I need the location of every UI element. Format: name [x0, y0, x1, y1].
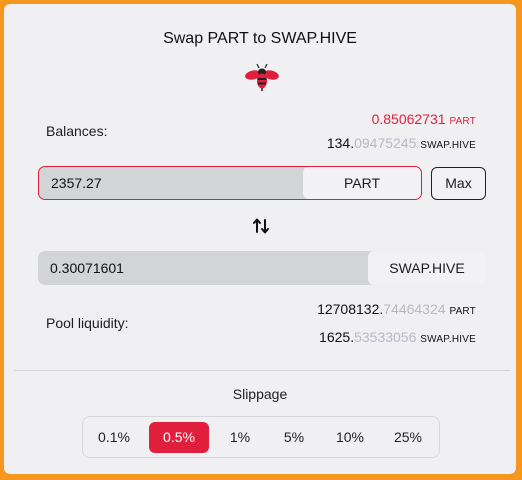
divider [14, 370, 510, 371]
hive-bee-logo [245, 63, 279, 91]
pool-swap-hive-unit: SWAP.HIVE [420, 334, 476, 345]
output-token-button[interactable]: SWAP.HIVE [368, 251, 486, 285]
slippage-option-0-1[interactable]: 0.1% [98, 429, 130, 445]
pool-swap-hive-int: 1625. [319, 329, 355, 345]
swap-vertical-arrows-icon[interactable] [252, 217, 270, 235]
balance-part-unit: PART [449, 116, 476, 127]
input-token-button[interactable]: PART [303, 167, 421, 199]
slippage-option-1[interactable]: 1% [229, 429, 251, 445]
slippage-title: Slippage [232, 386, 288, 402]
page-title: Swap PART to SWAP.HIVE [163, 30, 357, 47]
swap-panel: Swap PART to SWAP.HIVE Balances: 0.85062… [4, 4, 516, 474]
pool-swap-hive-frac: 53533056 [354, 329, 417, 345]
output-amount: 0.30071601 [50, 260, 124, 276]
balance-part-value: 0.85062731 [371, 111, 446, 127]
pool-liquidity-swap-hive: 1625.53533056 SWAP.HIVE [319, 329, 476, 345]
slippage-option-10[interactable]: 10% [335, 429, 365, 445]
balance-part: 0.85062731 PART [372, 111, 476, 127]
amount-input-group: 2357.27 PART [38, 166, 422, 200]
slippage-selector: 0.1% 0.5% 1% 5% 10% 25% [82, 416, 440, 458]
balances-label: Balances: [46, 123, 108, 139]
balance-swap-hive: 134.09475245 SWAP.HIVE [327, 135, 476, 151]
balance-swap-hive-unit: SWAP.HIVE [420, 140, 476, 151]
pool-part-unit: PART [449, 306, 476, 317]
max-button[interactable]: Max [431, 167, 486, 200]
pool-part-frac: 74464324 [383, 301, 446, 317]
balance-swap-hive-int: 134. [326, 135, 355, 151]
pool-liquidity-label: Pool liquidity: [46, 315, 129, 331]
output-amount-group: 0.30071601 SWAP.HIVE [38, 251, 486, 285]
pool-liquidity-part: 12708132.74464324 PART [317, 301, 476, 317]
pool-part-int: 12708132. [317, 301, 384, 317]
slippage-option-25[interactable]: 25% [393, 429, 423, 445]
slippage-option-0-5[interactable]: 0.5% [149, 422, 209, 453]
balance-swap-hive-frac: 09475245 [354, 135, 417, 151]
slippage-option-5[interactable]: 5% [283, 429, 305, 445]
amount-input[interactable]: 2357.27 [51, 175, 102, 191]
